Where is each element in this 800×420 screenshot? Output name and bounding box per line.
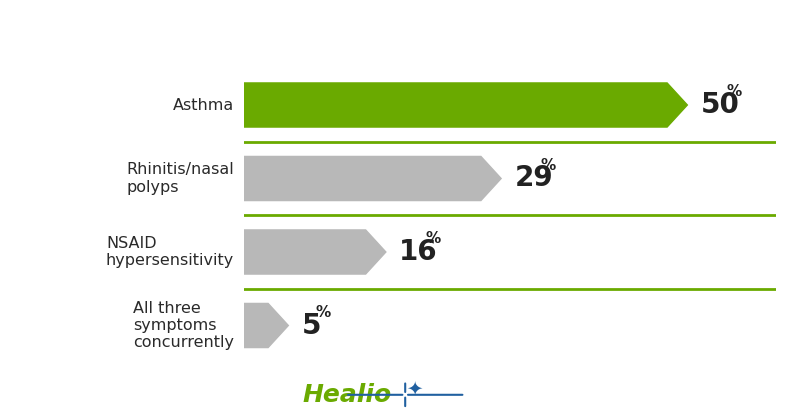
- Text: Rhinitis/nasal
polyps: Rhinitis/nasal polyps: [126, 162, 234, 195]
- Text: NSAID
hypersensitivity: NSAID hypersensitivity: [106, 236, 234, 268]
- Text: %: %: [541, 158, 556, 173]
- Text: Earliest symptoms reported by patients with NERD:: Earliest symptoms reported by patients w…: [126, 21, 674, 40]
- Text: 50: 50: [701, 91, 739, 119]
- Polygon shape: [244, 230, 386, 274]
- Polygon shape: [244, 83, 687, 127]
- Text: 5: 5: [302, 312, 321, 339]
- Text: %: %: [726, 84, 742, 99]
- Polygon shape: [244, 303, 288, 348]
- Text: 29: 29: [514, 165, 553, 192]
- Text: ✦: ✦: [406, 379, 422, 398]
- Text: Healio: Healio: [303, 383, 392, 407]
- Text: 16: 16: [399, 238, 438, 266]
- Text: %: %: [316, 305, 331, 320]
- Text: All three
symptoms
concurrently: All three symptoms concurrently: [134, 301, 234, 350]
- Text: Asthma: Asthma: [173, 97, 234, 113]
- Text: %: %: [426, 231, 441, 246]
- Polygon shape: [244, 157, 501, 200]
